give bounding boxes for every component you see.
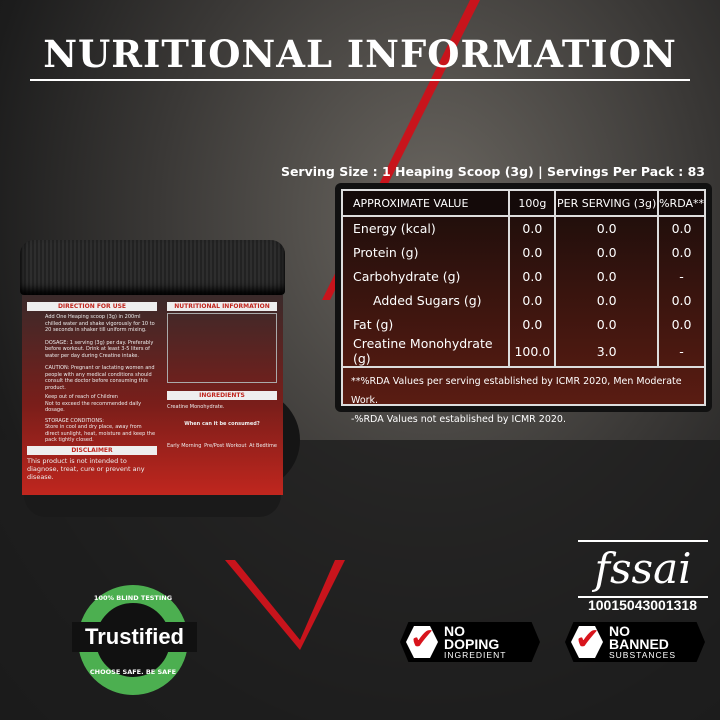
table-row: Added Sugars (g) 0.0 0.0 0.0 [343,288,704,312]
when-early-morning: Early Morning [167,443,202,449]
cell: Added Sugars (g) [373,292,482,308]
cell: 0.0 [657,288,704,312]
label-nutrition-title: NUTRITIONAL INFORMATION [167,302,277,311]
cell: 0.0 [554,288,659,312]
cell: - [657,264,704,288]
trustified-name: Trustified [72,622,197,652]
direction-title: DIRECTION FOR USE [27,302,157,311]
no-doping-badge: ✔ NO DOPING INGREDIENT [400,622,540,662]
not-exceed-text: Not to exceed the recommended daily dosa… [45,400,142,414]
cell: 0.0 [657,216,704,240]
trustified-bottom-text: CHOOSE SAFE. BE SAFE [89,668,177,676]
caution-text: CAUTION: Pregnant or lactating women and… [45,365,155,391]
trustified-top-text: 100% BLIND TESTING [93,594,173,602]
badge-sub: SUBSTANCES [609,649,676,660]
storage-title: STORAGE CONDITIONS: [45,417,104,424]
when-bedtime: At Bedtime [249,443,277,449]
jar-label: DIRECTION FOR USE Add One Heaping scoop … [22,295,283,495]
header-cell: %RDA** [657,191,704,217]
badge-sub: INGREDIENT [444,649,507,660]
footnote: **%RDA Values per serving established by… [351,376,682,406]
badge-top: NO [609,622,630,639]
fssai-logo: fssai [578,540,708,598]
disclaimer-title: DISCLAIMER [27,445,157,455]
badge-main: BANNED [609,635,669,652]
table-row: Fat (g) 0.0 0.0 0.0 [343,312,704,336]
cell: 3.0 [554,336,659,366]
when-pre-post-workout: Pre/Post Workout [204,443,247,449]
title-underline [30,79,690,81]
cell: 0.0 [508,312,556,336]
cell: Fat (g) [353,316,394,332]
cell: 0.0 [554,264,659,288]
table-row: Creatine Monohydrate (g) 100.0 3.0- [343,336,704,366]
cell: 0.0 [508,240,556,264]
jar-lid [20,240,285,295]
direction-text: Add One Heaping scoop (3g) in 200ml chil… [45,314,155,333]
cell: Carbohydrate (g) [353,268,461,284]
cell: 0.0 [554,240,659,264]
cell: 0.0 [508,288,556,312]
ingredients-text: Creatine Monohydrate. [167,404,225,410]
nutrition-table: APPROXIMATE VALUE 100g PER SERVING (3g) … [343,191,704,366]
ingredients-title: INGREDIENTS [167,391,277,400]
check-icon: ✔ [406,626,438,658]
header-cell: 100g [508,191,557,217]
product-jar: DIRECTION FOR USE Add One Heaping scoop … [20,240,285,520]
cell: Energy (kcal) [353,221,436,236]
cell: 0.0 [554,216,659,240]
cell: Creatine Monohydrate (g) [353,336,493,366]
jar-base [24,495,281,517]
table-row: Protein (g) 0.0 0.0 0.0 [343,240,704,264]
cell: 0.0 [657,240,704,264]
storage-text: Store in cool and dry place, away from d… [45,424,156,443]
header-cell: APPROXIMATE VALUE [343,191,511,217]
cell: 0.0 [554,312,659,336]
when-title: When can it be consumed? [184,420,260,427]
cell: 0.0 [508,216,556,240]
cell: Protein (g) [353,244,419,260]
check-icon: ✔ [571,626,603,658]
table-header-row: APPROXIMATE VALUE 100g PER SERVING (3g) … [343,191,704,217]
label-nutrition-table [167,313,277,383]
table-row: Carbohydrate (g) 0.0 0.0- [343,264,704,288]
cell: 0.0 [508,264,556,288]
header-cell: PER SERVING (3g) [554,191,660,217]
badge-top: NO [444,622,465,639]
table-footnotes: **%RDA Values per serving established by… [343,366,704,433]
serving-info: Serving Size : 1 Heaping Scoop (3g) | Se… [280,164,705,179]
table-row: Energy (kcal) 0.0 0.0 0.0 [343,216,704,240]
badge-main: DOPING [444,635,500,652]
dosage-text: DOSAGE: 1 serving (3g) per day. Preferab… [45,339,154,359]
cell: 100.0 [508,336,556,366]
fssai-license-number: 10015043001318 [587,597,697,613]
keep-out-text: Keep out of reach of Children [45,394,118,400]
no-banned-badge: ✔ NO BANNED SUBSTANCES [565,622,705,662]
page-title: NURITIONAL INFORMATION [43,32,677,76]
footnote: -%RDA Values not established by ICMR 202… [351,414,566,425]
cell: 0.0 [657,312,704,336]
nutrition-table-panel: APPROXIMATE VALUE 100g PER SERVING (3g) … [335,183,712,425]
disclaimer-text: This product is not intended to diagnose… [27,456,145,481]
cell: - [657,336,704,366]
